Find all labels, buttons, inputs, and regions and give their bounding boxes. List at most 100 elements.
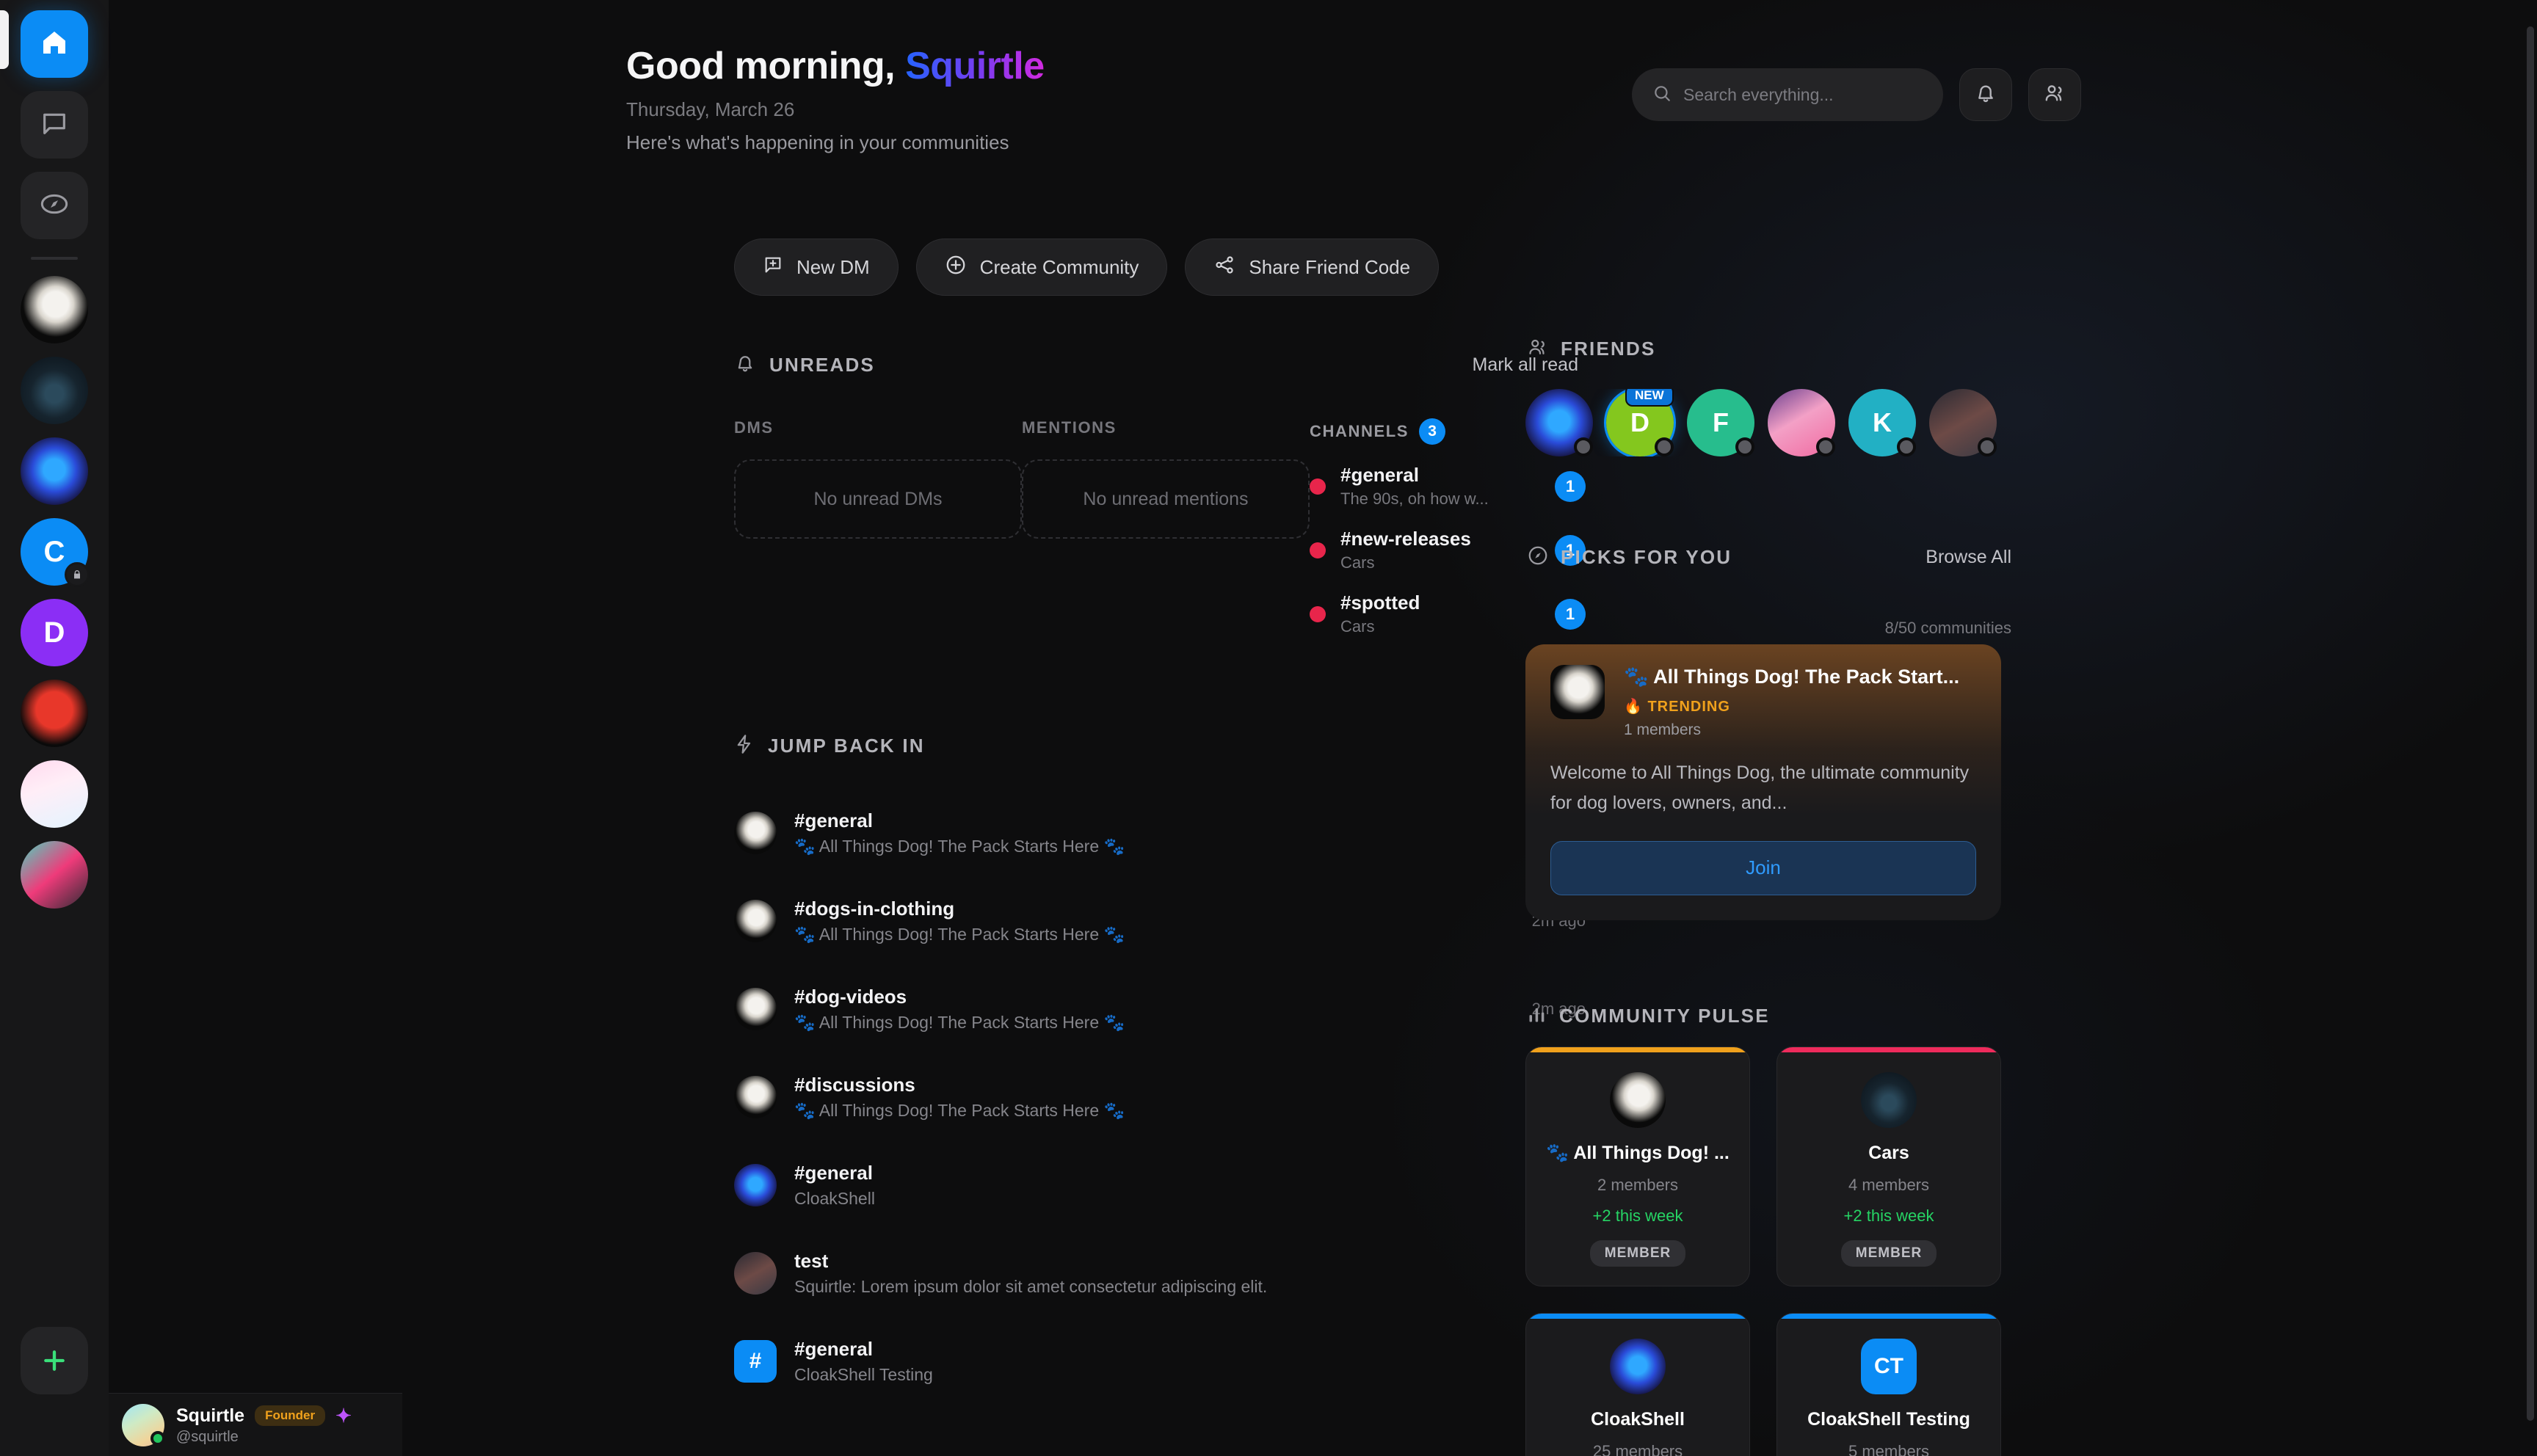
channel-name: #general [794, 1162, 873, 1184]
list-item[interactable]: #dog-videos 🐾 All Things Dog! The Pack S… [734, 965, 1586, 1053]
unread-channel-row[interactable]: #spotted Cars 1 [1310, 592, 1586, 636]
community-title: 🐾 All Things Dog! The Pack Start... [1624, 666, 1960, 688]
channel-preview: Cars [1340, 617, 1375, 636]
list-item[interactable]: # #general CloakShell Testing 8h ago [734, 1317, 1586, 1405]
list-item[interactable]: #general CloakShell 4m ago [734, 1141, 1586, 1229]
member-count: 5 members [1848, 1442, 1930, 1456]
quick-actions: New DM Create Community Share Friend Cod… [734, 239, 1440, 296]
no-unread-dms: No unread DMs [734, 459, 1022, 539]
main-content: Good morning, Squirtle Thursday, March 2… [109, 0, 2537, 1456]
home-icon [40, 28, 69, 61]
sidebar-server-90s[interactable] [21, 841, 88, 909]
community-name: CloakShell [1591, 1409, 1685, 1430]
sidebar-item-home[interactable] [21, 10, 88, 78]
community-name: CloakShell Testing [1807, 1409, 1970, 1430]
lock-icon [65, 562, 90, 587]
member-count: 1 members [1624, 721, 1702, 738]
user-profile-bar[interactable]: Squirtle Founder ✦ @squirtle [109, 1393, 402, 1456]
community-name: 🐾 All Things Dog! The Pack Starts Here 🐾 [794, 1101, 1125, 1120]
friend-avatar[interactable]: K [1848, 389, 1916, 456]
friend-avatar[interactable] [1768, 389, 1835, 456]
sidebar-server-c[interactable]: C [21, 518, 90, 587]
plus-icon[interactable]: ✦ [335, 1404, 352, 1427]
people-icon [1527, 336, 1549, 362]
friends-list[interactable]: D NEW F K [1525, 389, 2010, 456]
pulse-card[interactable]: Cars 4 members +2 this week MEMBER [1776, 1046, 2001, 1286]
flame-icon: 🔥 [1624, 699, 1643, 715]
browse-all-button[interactable]: Browse All [1926, 547, 2011, 567]
page-header: Good morning, Squirtle Thursday, March 2… [626, 44, 1045, 154]
new-dm-button[interactable]: New DM [734, 239, 899, 296]
mark-all-read-button[interactable]: Mark all read [1472, 354, 1579, 375]
page-scrollbar[interactable] [2527, 26, 2534, 1421]
channel-unread-count: 1 [1555, 598, 1586, 630]
sidebar-server-all-things-dog[interactable] [21, 276, 88, 343]
community-name: Cars [1868, 1143, 1909, 1163]
friend-avatar[interactable] [1929, 389, 1997, 456]
community-pulse-header: COMMUNITY PULSE [1527, 1004, 1770, 1028]
friends-section-header: FRIENDS [1527, 336, 1656, 362]
current-date: Thursday, March 26 [626, 98, 795, 120]
jump-back-in-list: #general 🐾 All Things Dog! The Pack Star… [734, 789, 1586, 1405]
unread-channel-row[interactable]: #new-releases Cars 1 [1310, 528, 1586, 572]
share-friend-code-button[interactable]: Share Friend Code [1185, 239, 1440, 296]
pulse-card[interactable]: 🐾 All Things Dog! ... 2 members +2 this … [1525, 1046, 1750, 1286]
dms-label: DMS [734, 418, 774, 437]
chat-bubble-icon [40, 109, 69, 142]
avatar [734, 1252, 777, 1295]
sidebar-server-strawberry-news[interactable] [21, 760, 88, 828]
search-bar[interactable] [1632, 68, 1943, 121]
community-name: 🐾 All Things Dog! The Pack Starts Here 🐾 [794, 1013, 1125, 1032]
channel-name: #general [794, 1338, 873, 1360]
unreads-columns: DMS No unread DMs MENTIONS No unread men… [734, 418, 1586, 636]
sidebar-item-messages[interactable] [21, 91, 88, 159]
join-button[interactable]: Join [1550, 840, 1976, 895]
friend-avatar[interactable] [1525, 389, 1593, 456]
create-community-label: Create Community [979, 255, 1139, 278]
notifications-button[interactable] [1959, 68, 2012, 121]
friend-avatar[interactable]: F [1687, 389, 1754, 456]
sidebar-server-red[interactable] [21, 680, 88, 747]
timestamp: 2m ago [1531, 911, 1586, 930]
search-input[interactable] [1683, 84, 1923, 105]
list-item[interactable]: #discussions 🐾 All Things Dog! The Pack … [734, 1053, 1586, 1141]
page-subtitle: Here's what's happening in your communit… [626, 131, 1009, 153]
community-name: CloakShell [794, 1189, 875, 1208]
member-count: 4 members [1848, 1176, 1930, 1194]
avatar[interactable] [122, 1403, 165, 1446]
status-badge: MEMBER [1589, 1240, 1686, 1267]
member-count: 2 members [1597, 1176, 1679, 1194]
friends-button[interactable] [2028, 68, 2081, 121]
status-indicator [1574, 437, 1593, 456]
list-item[interactable]: #general 🐾 All Things Dog! The Pack Star… [734, 789, 1586, 877]
unread-dot [1310, 542, 1326, 558]
channel-name: #general [1340, 464, 1419, 486]
pulse-card[interactable]: CT CloakShell Testing 5 members +2 this … [1776, 1313, 2001, 1456]
create-community-button[interactable]: Create Community [915, 239, 1168, 296]
list-item[interactable]: #dogs-in-clothing 🐾 All Things Dog! The … [734, 877, 1586, 965]
list-item[interactable]: test Squirtle: Lorem ipsum dolor sit ame… [734, 1229, 1586, 1317]
greeting-prefix: Good morning, [626, 45, 906, 87]
channels-label: CHANNELS [1310, 422, 1409, 440]
greeting: Good morning, Squirtle [626, 44, 1045, 88]
greeting-username: Squirtle [905, 45, 1045, 87]
unread-channel-row[interactable]: #general The 90s, oh how w... 1 [1310, 464, 1586, 509]
channel-unread-count: 1 [1555, 470, 1586, 502]
channel-name: test [794, 1250, 829, 1272]
friend-avatar[interactable]: D NEW [1606, 389, 1674, 456]
sidebar-item-explore[interactable] [21, 172, 88, 239]
compass-icon [40, 189, 69, 222]
avatar [734, 900, 777, 942]
timestamp: 2m ago [1531, 1000, 1586, 1018]
sidebar-server-d[interactable]: D [21, 599, 88, 666]
recommended-community-card[interactable]: 🐾 All Things Dog! The Pack Start... 🔥 TR… [1525, 644, 2001, 920]
add-server-button[interactable] [21, 1327, 88, 1394]
message-plus-icon [763, 255, 783, 280]
sidebar-server-cloakshell[interactable] [21, 437, 88, 505]
unreads-title: UNREADS [769, 354, 875, 376]
pulse-card[interactable]: CloakShell 25 members +2 this week MEMBE… [1525, 1313, 1750, 1456]
sidebar-server-cars[interactable] [21, 357, 88, 424]
status-indicator [1978, 437, 1997, 456]
message-preview: Squirtle: Lorem ipsum dolor sit amet con… [794, 1277, 1268, 1296]
channel-unread-count: 1 [1555, 534, 1586, 566]
